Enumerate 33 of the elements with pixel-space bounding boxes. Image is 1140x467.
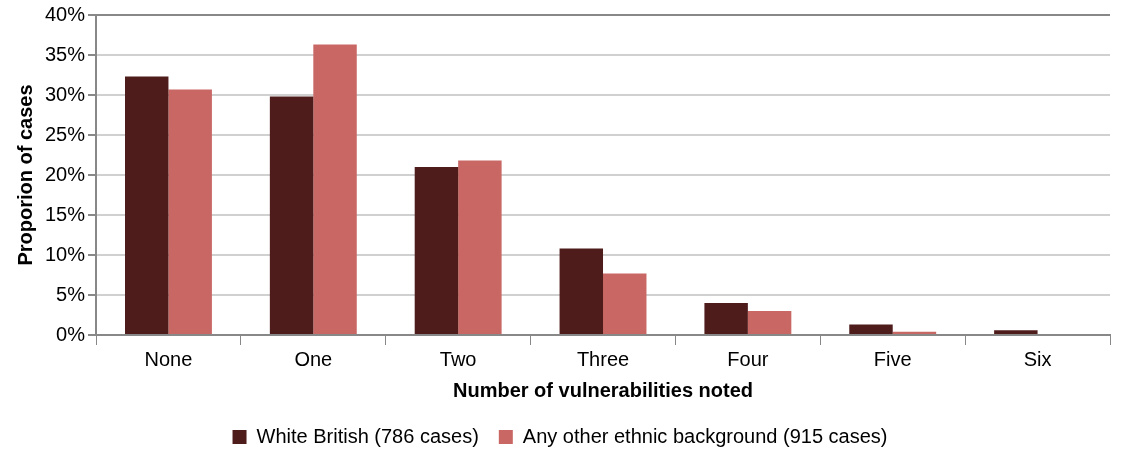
bar bbox=[125, 76, 169, 334]
y-tick-label: 15% bbox=[45, 202, 86, 225]
bar bbox=[458, 160, 502, 334]
y-tick-label: 0% bbox=[56, 322, 86, 345]
y-tick-label: 25% bbox=[45, 122, 86, 145]
x-tick-label: Six bbox=[1023, 347, 1052, 370]
x-axis-title: Number of vulnerabilities noted bbox=[452, 378, 754, 401]
bar bbox=[269, 96, 314, 334]
x-tick-label: Five bbox=[873, 347, 912, 370]
y-axis-title: Proporion of cases bbox=[13, 84, 36, 266]
y-tick-label: 5% bbox=[56, 282, 86, 305]
bar bbox=[559, 248, 604, 334]
bar bbox=[313, 44, 357, 334]
y-tick-label: 20% bbox=[45, 162, 86, 185]
bar bbox=[747, 311, 792, 334]
y-tick-label: 35% bbox=[45, 42, 86, 65]
x-tick-label: One bbox=[294, 347, 333, 370]
bar bbox=[414, 167, 459, 334]
x-tick-label: Three bbox=[576, 347, 630, 370]
bar bbox=[849, 324, 893, 334]
y-tick-label: 10% bbox=[45, 242, 86, 265]
legend-label: White British (786 cases) bbox=[256, 424, 479, 447]
bar bbox=[704, 303, 748, 334]
bar bbox=[892, 331, 937, 334]
legend-label: Any other ethnic background (915 cases) bbox=[522, 424, 888, 447]
x-tick-label: Four bbox=[727, 347, 769, 370]
bar bbox=[168, 89, 212, 334]
x-tick-label: Two bbox=[439, 347, 477, 370]
y-tick-label: 30% bbox=[45, 82, 86, 105]
bar bbox=[994, 330, 1038, 334]
x-tick-label: None bbox=[144, 347, 193, 370]
y-tick-label: 40% bbox=[45, 2, 86, 25]
bar bbox=[603, 273, 647, 334]
